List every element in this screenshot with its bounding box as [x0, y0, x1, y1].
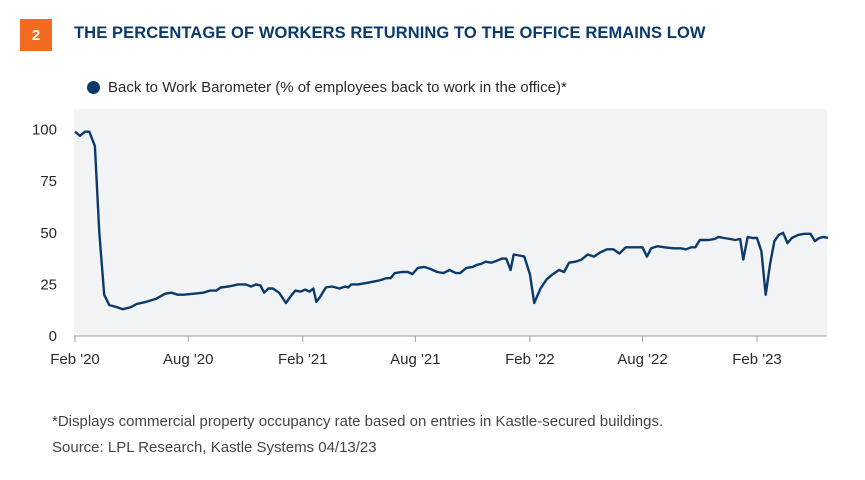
x-tick-label: Aug '22	[617, 351, 667, 368]
chart-legend: Back to Work Barometer (% of employees b…	[87, 79, 567, 96]
x-tick-label: Feb '22	[505, 351, 555, 368]
figure-number-badge: 2	[20, 19, 52, 51]
series-line-back-to-work	[74, 130, 829, 311]
legend-marker-icon	[87, 81, 100, 94]
x-tick-label: Aug '21	[390, 351, 440, 368]
x-tick-label: Feb '23	[732, 351, 782, 368]
y-axis-ticks: 0 25 50 75 100	[32, 122, 57, 345]
y-tick-label: 25	[40, 276, 57, 293]
x-tick-label: Feb '21	[278, 351, 328, 368]
footnote: *Displays commercial property occupancy …	[52, 413, 664, 430]
y-tick-label: 0	[49, 328, 57, 345]
x-tick-label: Aug '20	[163, 351, 213, 368]
plot-area	[74, 109, 827, 336]
y-tick-label: 100	[32, 122, 57, 139]
chart-title: THE PERCENTAGE OF WORKERS RETURNING TO T…	[74, 24, 706, 42]
legend-label: Back to Work Barometer (% of employees b…	[108, 79, 567, 96]
x-tick-label: Feb '20	[50, 351, 100, 368]
y-tick-label: 50	[40, 225, 57, 242]
y-tick-label: 75	[40, 173, 57, 190]
source-note: Source: LPL Research, Kastle Systems 04/…	[52, 439, 377, 456]
x-axis-ticks: Feb '20 Aug '20 Feb '21 Aug '21 Feb '22 Aug '…	[50, 336, 782, 368]
